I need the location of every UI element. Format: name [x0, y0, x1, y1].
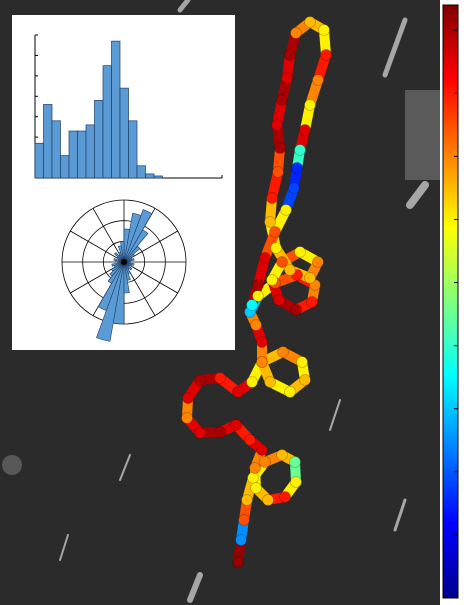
track-point — [271, 119, 283, 131]
rose-plot — [61, 199, 187, 342]
bar — [85, 124, 95, 179]
track-point — [269, 226, 281, 238]
track-point — [294, 246, 306, 258]
petal — [123, 209, 153, 263]
background-blob — [405, 90, 440, 180]
background-streaks — [59, 0, 429, 603]
track-point — [246, 299, 258, 311]
bar — [136, 165, 146, 179]
track-point — [182, 392, 194, 404]
colorbar — [442, 4, 459, 599]
track-point — [274, 142, 286, 154]
petal — [123, 228, 131, 263]
track-point — [232, 386, 244, 398]
track-point — [290, 476, 302, 488]
bar — [60, 155, 70, 179]
track-point — [299, 124, 311, 136]
track-point — [270, 242, 282, 254]
track-point — [312, 256, 324, 268]
bar — [94, 100, 104, 179]
track-point — [214, 372, 226, 384]
colorbar-ticks — [454, 29, 458, 536]
track-point — [250, 482, 262, 494]
track-point — [256, 336, 268, 348]
track-point — [294, 144, 306, 156]
track-point — [264, 216, 276, 228]
track-point — [291, 162, 303, 174]
track-point — [232, 556, 244, 568]
background-particle — [2, 455, 22, 475]
petal — [112, 261, 125, 325]
track-point — [312, 74, 324, 86]
track-point — [284, 49, 296, 61]
track-point — [250, 319, 262, 331]
track-point — [277, 346, 289, 358]
track-point — [299, 374, 311, 386]
bar — [145, 173, 155, 179]
petal — [123, 212, 142, 263]
track-point — [304, 99, 316, 111]
track-point — [280, 204, 292, 216]
track-point — [272, 166, 284, 178]
track-point — [238, 514, 250, 526]
bar — [34, 142, 44, 179]
track-point — [284, 386, 296, 398]
track-point — [289, 456, 301, 468]
track-point — [304, 272, 316, 284]
angular-grid — [123, 261, 178, 294]
track-point — [320, 49, 332, 61]
track-point — [290, 27, 302, 39]
trajectory — [181, 16, 332, 568]
bar — [77, 130, 87, 179]
track-point — [241, 494, 253, 506]
track-point — [281, 72, 293, 84]
petal — [96, 261, 125, 342]
track-point — [306, 296, 318, 308]
track-point — [273, 294, 285, 306]
track-point — [276, 256, 288, 268]
track-point — [304, 16, 316, 28]
track-point — [247, 472, 259, 484]
track-point — [296, 356, 308, 368]
bar — [51, 120, 61, 179]
track-point — [259, 252, 271, 264]
track-point — [318, 24, 330, 36]
bar — [119, 87, 129, 179]
bar — [153, 175, 163, 179]
track-point — [266, 192, 278, 204]
bar — [111, 40, 121, 179]
track-point — [276, 449, 288, 461]
track-point — [194, 427, 206, 439]
bar — [68, 130, 78, 179]
track-point — [256, 444, 268, 456]
track-point — [246, 376, 258, 388]
track-point — [288, 182, 300, 194]
track-point — [264, 376, 276, 388]
track-point — [194, 374, 206, 386]
track-point — [256, 356, 268, 368]
track-point — [252, 279, 264, 291]
track-point — [262, 494, 274, 506]
bar — [128, 120, 138, 179]
track-point — [284, 264, 296, 276]
track-point — [266, 274, 278, 286]
track-point — [244, 434, 256, 446]
histogram — [34, 34, 223, 179]
track-point — [276, 94, 288, 106]
track-point — [181, 412, 193, 424]
track-point — [290, 304, 302, 316]
angular-grid — [70, 230, 125, 263]
bar — [102, 65, 112, 179]
track-point — [249, 462, 261, 474]
track-point — [214, 426, 226, 438]
bar — [43, 104, 53, 179]
track-point — [279, 491, 291, 503]
track-point — [230, 419, 242, 431]
rose-center — [121, 259, 127, 265]
track-point — [259, 456, 271, 468]
track-point — [235, 534, 247, 546]
